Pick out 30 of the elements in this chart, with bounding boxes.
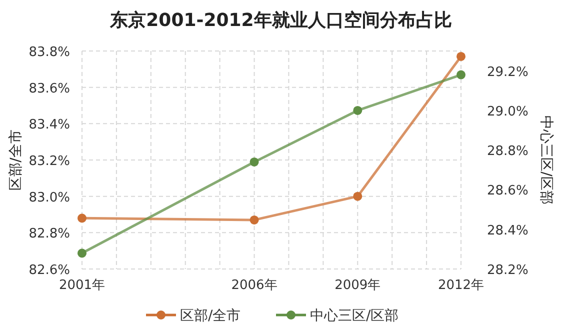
y2-tick-label: 29.0% <box>487 104 528 120</box>
y2-tick-label: 28.2% <box>487 263 528 278</box>
y-axis-title: 区部/全市 <box>8 130 24 190</box>
y2-tick-label: 28.8% <box>487 144 528 160</box>
y-tick-label: 82.6% <box>28 263 70 278</box>
y2-tick-label: 28.6% <box>487 184 528 199</box>
x-tick-label: 2009年 <box>334 278 381 293</box>
y-tick-label: 82.8% <box>28 226 70 242</box>
y-tick-label: 83.2% <box>28 154 70 169</box>
legend-label: 中心三区/区部 <box>310 308 399 324</box>
y2-tick-label: 28.4% <box>487 223 528 238</box>
x-tick-label: 2006年 <box>231 278 278 293</box>
point <box>353 192 362 201</box>
point <box>456 52 466 61</box>
y-tick-label: 83.8% <box>28 45 70 60</box>
point <box>456 70 466 80</box>
point <box>353 106 362 115</box>
chart-title: 东京2001-2012年就业人口空间分布占比 <box>109 10 452 31</box>
point <box>78 248 86 258</box>
legend-label: 区部/全市 <box>180 308 241 324</box>
y2-axis-title: 中心三区/区部 <box>538 116 554 204</box>
y-tick-label: 83.4% <box>28 118 70 133</box>
y-tick-label: 83.0% <box>28 190 70 206</box>
point <box>250 157 259 166</box>
point <box>250 215 259 224</box>
x-tick-label: 2012年 <box>438 278 484 293</box>
x-tick-label: 2001年 <box>58 278 106 293</box>
y2-tick-label: 29.2% <box>487 64 528 80</box>
point <box>78 214 86 223</box>
y-tick-label: 83.6% <box>28 81 70 96</box>
